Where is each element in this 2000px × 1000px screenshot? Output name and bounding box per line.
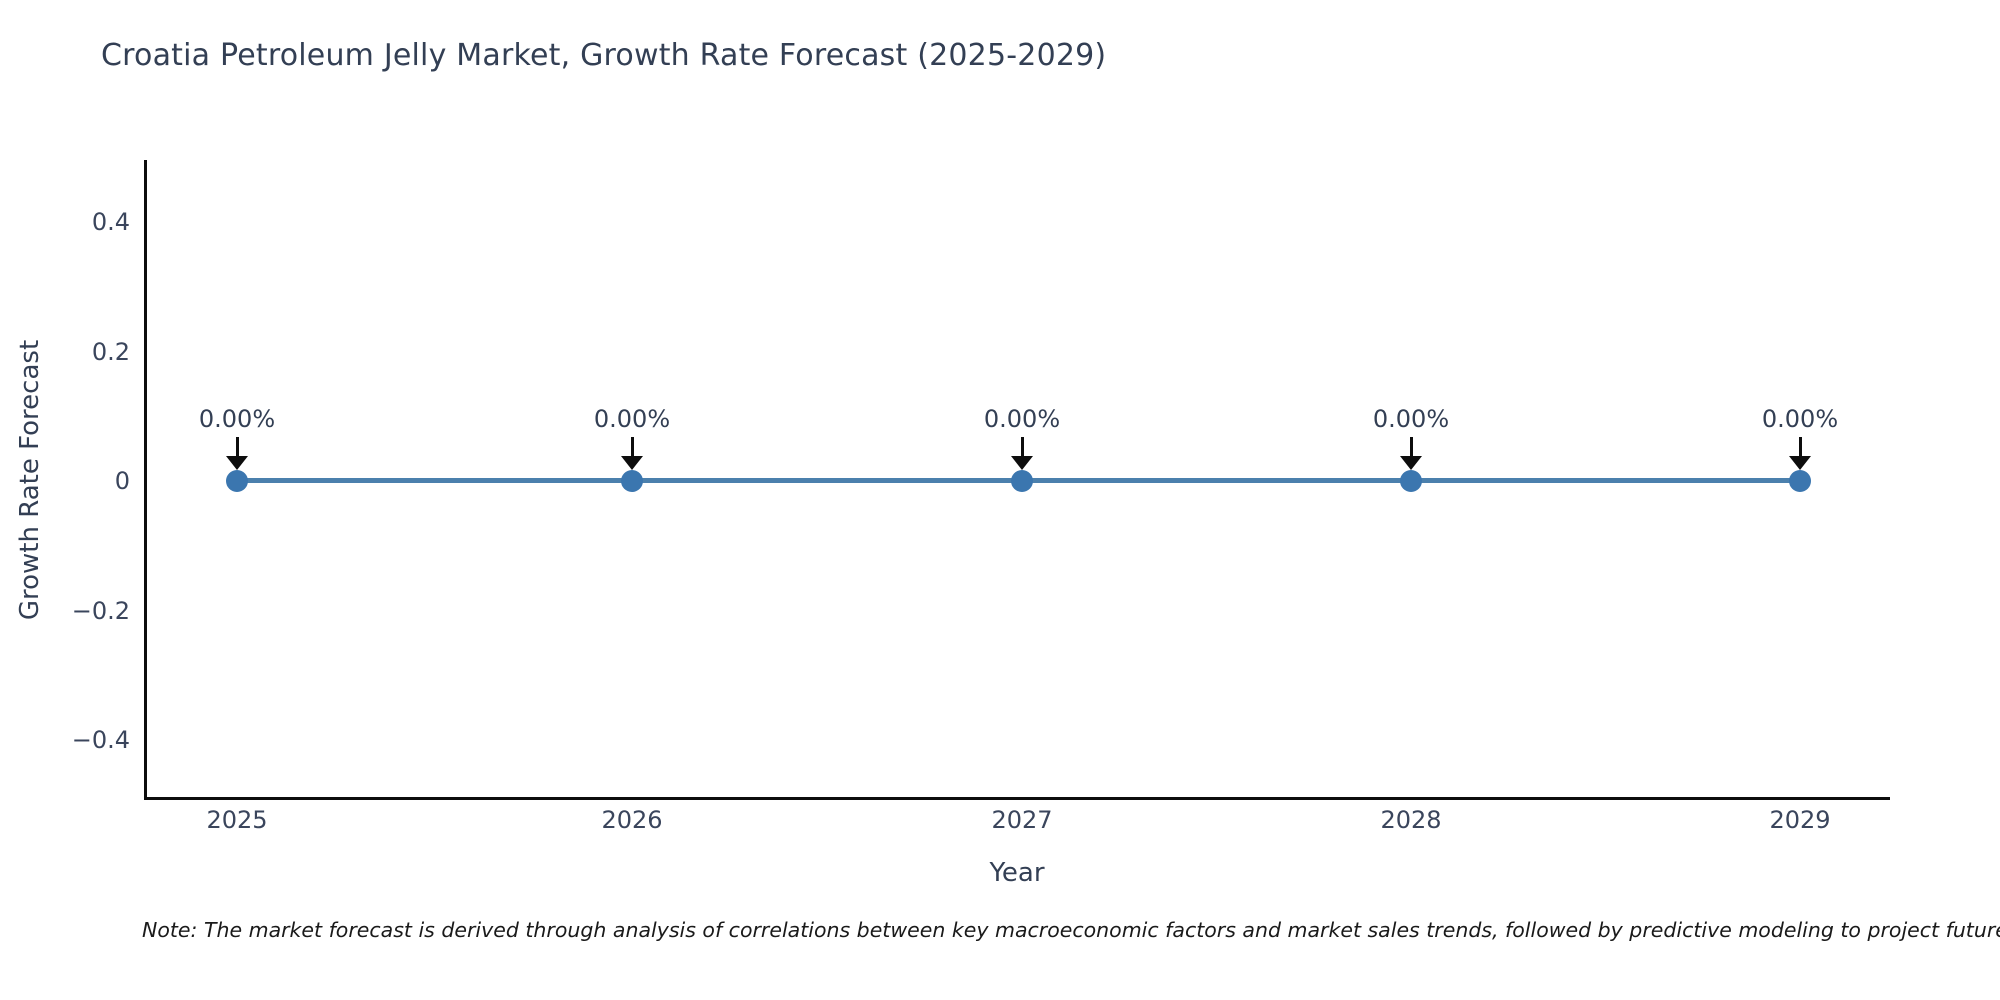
point-annotation: 0.00% — [593, 405, 671, 433]
plot-axes-frame — [144, 160, 1890, 800]
data-point-marker — [1789, 470, 1811, 492]
y-tick-label: 0 — [114, 467, 130, 495]
x-tick-label: 2026 — [601, 806, 663, 834]
data-point-marker — [1400, 470, 1422, 492]
point-annotation: 0.00% — [983, 405, 1061, 433]
x-tick-label: 2028 — [1380, 806, 1442, 834]
x-axis-label: Year — [989, 858, 1045, 888]
annotation-arrow-stem — [1409, 437, 1413, 458]
x-tick-label: 2029 — [1769, 806, 1831, 834]
data-point-marker — [621, 470, 643, 492]
annotation-arrow-stem — [1020, 437, 1024, 458]
data-point-marker — [1011, 470, 1033, 492]
annotation-arrow-head-icon — [1789, 456, 1811, 470]
x-tick-label: 2025 — [206, 806, 268, 834]
y-tick-label: −0.4 — [71, 726, 130, 754]
chart-title: Croatia Petroleum Jelly Market, Growth R… — [101, 38, 1107, 73]
y-tick-label: 0.2 — [91, 338, 130, 366]
data-point-marker — [226, 470, 248, 492]
annotation-arrow-head-icon — [1400, 456, 1422, 470]
y-tick-label: 0.4 — [91, 208, 130, 236]
point-annotation: 0.00% — [1761, 405, 1839, 433]
x-tick-label: 2027 — [991, 806, 1053, 834]
annotation-arrow-head-icon — [621, 456, 643, 470]
y-tick-label: −0.2 — [71, 597, 130, 625]
annotation-arrow-head-icon — [226, 456, 248, 470]
point-annotation: 0.00% — [1372, 405, 1450, 433]
annotation-arrow-stem — [235, 437, 239, 458]
annotation-arrow-head-icon — [1011, 456, 1033, 470]
annotation-arrow-stem — [1798, 437, 1802, 458]
footnote: Note: The market forecast is derived thr… — [142, 918, 2000, 942]
point-annotation: 0.00% — [198, 405, 276, 433]
annotation-arrow-stem — [630, 437, 634, 458]
